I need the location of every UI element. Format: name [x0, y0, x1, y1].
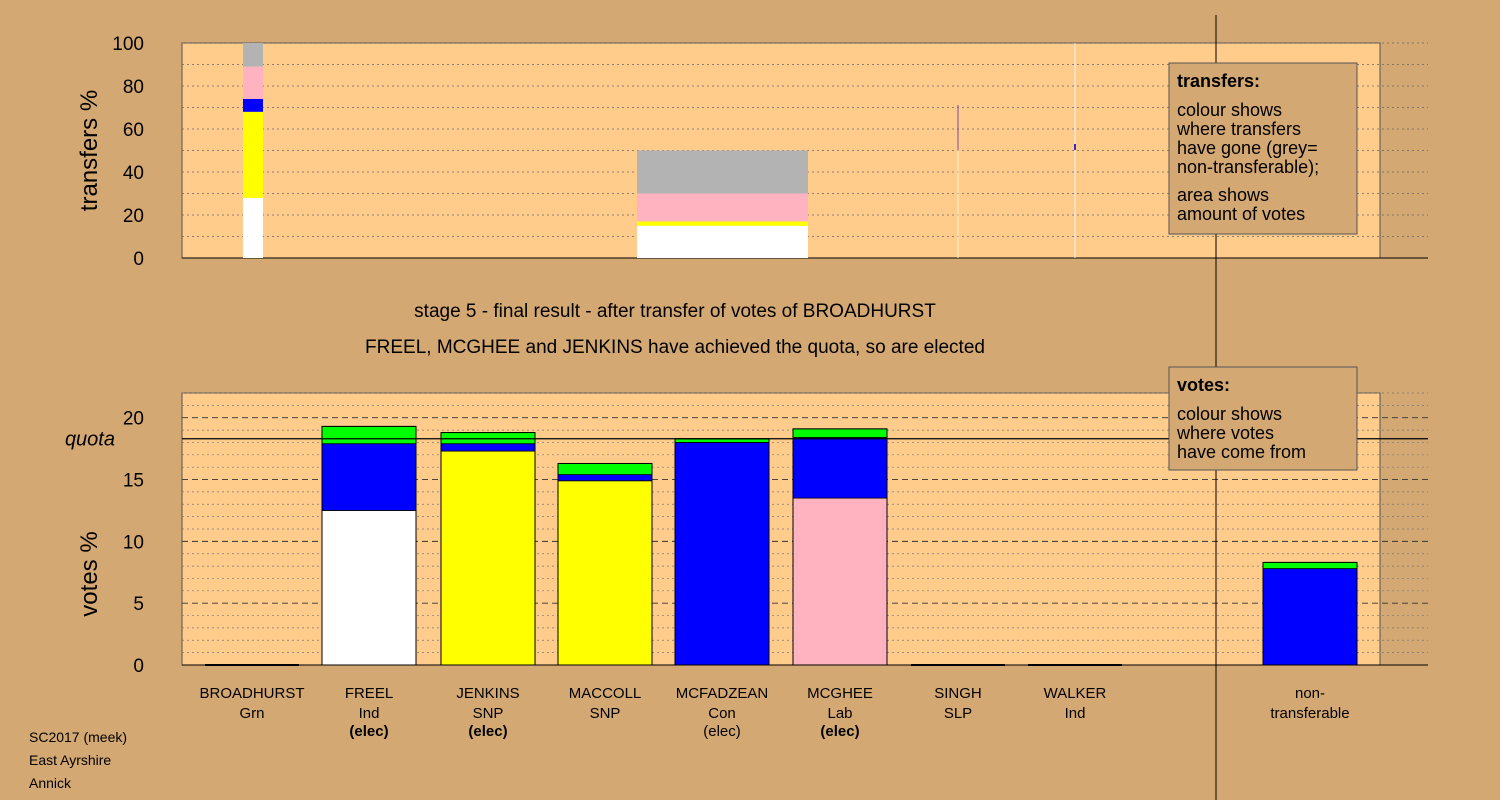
transfers-legend-title: transfers: [1177, 71, 1260, 91]
transfer-segment [243, 111, 263, 198]
vote-segment [321, 443, 417, 511]
candidate-party: Grn [239, 705, 264, 722]
votes-legend-line: colour shows [1177, 404, 1282, 424]
vote-segment [792, 428, 888, 438]
transfers-tick-label: 80 [123, 77, 144, 98]
vote-segment [440, 450, 536, 666]
votes-legend: votes: colour shows where votes have com… [1168, 366, 1358, 471]
candidate-status: (elec) [703, 723, 741, 740]
transfers-legend: transfers: colour shows where transfers … [1168, 62, 1358, 235]
stage-title: stage 5 - final result - after transfer … [414, 301, 936, 322]
candidate-name: WALKER [1044, 685, 1107, 702]
footer-source: SC2017 (meek) [29, 729, 128, 745]
quota-label: quota [65, 429, 115, 451]
vote-segment [321, 425, 417, 445]
stage-subtitle: FREEL, MCGHEE and JENKINS have achieved … [365, 337, 985, 358]
candidate-party: Lab [827, 705, 852, 722]
candidate-name: non- [1295, 685, 1325, 702]
transfers-tick-label: 100 [112, 34, 144, 55]
vote-segment [440, 443, 536, 452]
vote-segment [440, 432, 536, 445]
votes-axis-label: votes % [76, 531, 103, 616]
transfers-tick-label: 40 [123, 163, 144, 184]
footer-ward: Annick [29, 775, 72, 791]
transfers-legend-line: have gone (grey= [1177, 138, 1318, 158]
transfers-tick-label: 60 [123, 120, 144, 141]
candidate-party: Ind [1065, 705, 1086, 722]
vote-segment [321, 510, 417, 666]
votes-tick-label: 5 [133, 594, 144, 615]
candidate-name: transferable [1270, 705, 1349, 722]
vote-segment [674, 442, 770, 666]
candidate-name: MCGHEE [807, 685, 873, 702]
candidate-name: JENKINS [456, 685, 519, 702]
transfers-axis-label: transfers % [76, 90, 103, 211]
vote-segment [792, 497, 888, 666]
transfer-segment [637, 225, 808, 258]
candidate-party: Ind [359, 705, 380, 722]
candidate-name: FREEL [345, 685, 393, 702]
transfer-segment [243, 43, 263, 67]
vote-segment [1262, 568, 1358, 666]
vote-segment [557, 463, 653, 475]
candidate-party: SNP [473, 705, 504, 722]
transfers-legend-line: colour shows [1177, 100, 1282, 120]
candidate-status: (elec) [820, 723, 859, 740]
transfer-segment [243, 197, 263, 258]
vote-segment [792, 437, 888, 499]
candidate-name: SINGH [934, 685, 982, 702]
transfers-legend-line: area shows [1177, 185, 1269, 205]
vote-segment [1262, 561, 1358, 569]
votes-legend-box [1168, 366, 1358, 471]
votes-tick-label: 10 [123, 532, 144, 553]
votes-legend-title: votes: [1177, 375, 1230, 395]
transfers-legend-line: amount of votes [1177, 204, 1305, 224]
candidate-name: MCFADZEAN [676, 685, 769, 702]
candidate-status: (elec) [349, 723, 388, 740]
votes-legend-line: where votes [1176, 423, 1274, 443]
footer-council: East Ayrshire [29, 752, 112, 768]
candidate-party: SLP [944, 705, 972, 722]
transfer-segment [243, 98, 263, 112]
transfers-tick-label: 20 [123, 206, 144, 227]
transfer-segment [637, 150, 808, 194]
vote-segment [557, 474, 653, 482]
transfers-legend-line: where transfers [1176, 119, 1301, 139]
votes-tick-label: 0 [133, 656, 144, 677]
transfer-segment [243, 66, 263, 99]
votes-tick-label: 20 [123, 409, 144, 430]
transfers-legend-box [1168, 62, 1358, 235]
votes-legend-line: have come from [1177, 442, 1306, 462]
candidate-party: SNP [590, 705, 621, 722]
candidate-name: MACCOLL [569, 685, 642, 702]
transfers-legend-line: non-transferable); [1177, 157, 1319, 177]
transfer-segment [637, 193, 808, 222]
transfer-segment [637, 221, 808, 226]
transfers-tick-label: 0 [133, 249, 144, 270]
vote-segment [557, 480, 653, 666]
candidate-name: BROADHURST [199, 685, 304, 702]
votes-tick-label: 15 [123, 471, 144, 492]
candidate-party: Con [708, 705, 736, 722]
candidate-status: (elec) [468, 723, 507, 740]
